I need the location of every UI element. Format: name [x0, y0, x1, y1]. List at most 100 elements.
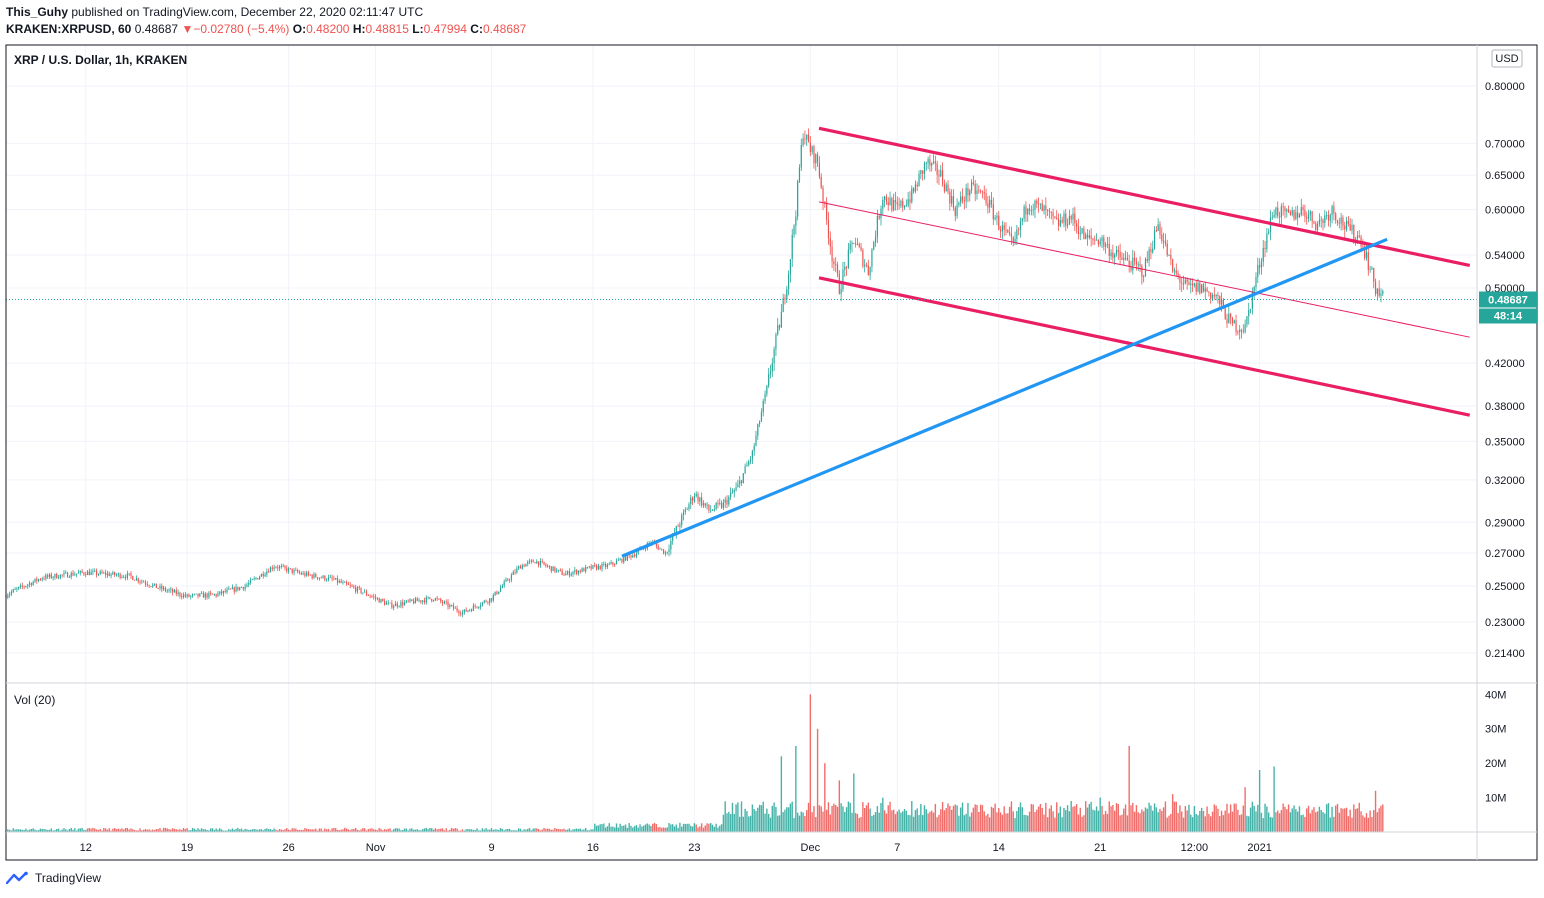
volume-bar	[298, 829, 301, 832]
candle-body	[431, 599, 433, 601]
candle-body	[1284, 207, 1286, 212]
volume-bar	[228, 829, 230, 832]
candle-body	[1239, 329, 1241, 333]
channel-upper-line[interactable]	[818, 126, 1471, 268]
footer-brand[interactable]: TradingView	[6, 871, 101, 885]
candle-body	[257, 578, 259, 580]
volume-bar	[164, 827, 167, 832]
volume-bar	[470, 829, 473, 832]
volume-bar	[1195, 813, 1197, 832]
volume-bar	[713, 826, 716, 832]
volume-bar	[1248, 816, 1250, 832]
volume-bar	[354, 827, 357, 832]
volume-bar	[231, 828, 234, 832]
volume-bar	[438, 828, 440, 832]
candle-body	[1313, 221, 1315, 224]
candle-body	[376, 598, 378, 600]
candle-body	[199, 593, 201, 597]
candle-body	[1215, 294, 1217, 297]
volume-bar	[135, 830, 138, 832]
volume-bar	[267, 829, 270, 832]
volume-bar	[697, 827, 699, 832]
volume-bar	[648, 824, 650, 832]
volume-bar	[45, 829, 47, 832]
volume-bar	[762, 801, 764, 832]
candle-body	[85, 574, 87, 576]
candle-body	[845, 266, 848, 268]
volume-bar	[755, 810, 757, 832]
trend-line[interactable]	[621, 237, 1388, 558]
volume-bar	[101, 830, 103, 832]
volume-bar	[1363, 817, 1366, 832]
volume-bar	[1083, 815, 1085, 832]
candle-body	[735, 487, 737, 491]
candle-body	[1009, 232, 1011, 235]
volume-bar	[724, 801, 726, 832]
candle-body	[999, 229, 1002, 232]
candle-body	[483, 600, 485, 603]
candle-body	[139, 581, 141, 583]
candle-body	[1152, 248, 1154, 253]
volume-bar	[1123, 808, 1125, 832]
candle-body	[447, 601, 449, 607]
volume-bar	[586, 830, 589, 832]
candle-body	[90, 571, 92, 575]
candle-body	[177, 592, 179, 595]
author-name[interactable]: This_Guhy	[6, 5, 69, 19]
candle-body	[1367, 252, 1369, 270]
volume-bar	[833, 803, 835, 832]
candle-body	[1333, 206, 1335, 214]
price-axis-label: 0.21400	[1485, 648, 1525, 660]
currency-badge[interactable]: USD	[1491, 49, 1523, 68]
volume-bar	[1164, 801, 1167, 832]
volume-bar	[83, 829, 85, 832]
candle-body	[106, 573, 109, 576]
volume-bar	[1193, 806, 1196, 832]
volume-bar	[1213, 804, 1216, 832]
candle-body	[1242, 331, 1244, 333]
candle-body	[1213, 294, 1215, 297]
candle-body	[108, 573, 110, 576]
volume-bar	[1342, 808, 1344, 832]
volume-bar	[780, 756, 783, 832]
candle-body	[802, 138, 804, 146]
candle-body	[452, 605, 455, 609]
volume-bar	[999, 812, 1002, 832]
candle-body	[101, 571, 103, 574]
volume-bar	[1284, 806, 1286, 832]
volume-bar	[440, 828, 442, 832]
candle-body	[1248, 309, 1250, 317]
volume-bar	[302, 829, 304, 832]
symbol-name[interactable]: KRAKEN:XRPUSD, 60	[6, 22, 132, 36]
volume-bar	[1289, 812, 1292, 832]
price-axis-label: 0.60000	[1485, 205, 1525, 217]
volume-bar	[391, 830, 393, 832]
volume-bar	[1306, 808, 1308, 832]
volume-bar	[1369, 810, 1371, 832]
volume-bar	[1262, 818, 1264, 832]
candle-body	[487, 601, 489, 603]
volume-bar	[481, 828, 484, 832]
channel-lower-line[interactable]	[818, 276, 1471, 417]
volume-bar	[976, 804, 978, 832]
candle-body	[313, 574, 315, 578]
volume-bar	[77, 828, 80, 832]
volume-bar	[161, 830, 163, 832]
candle-body	[811, 146, 813, 152]
volume-bar	[27, 830, 29, 832]
candle-body	[478, 607, 480, 608]
volume-bar	[222, 830, 225, 832]
volume-bar	[146, 829, 149, 832]
volume-bar	[356, 829, 359, 832]
volume-bar	[117, 828, 120, 832]
candle-body	[1219, 295, 1221, 305]
volume-bar	[275, 829, 277, 832]
candle-body	[918, 173, 920, 187]
candle-body	[1123, 258, 1125, 260]
volume-bar	[595, 825, 598, 832]
volume-bar	[1206, 806, 1208, 832]
channel-mid-line[interactable]	[818, 201, 1470, 338]
volume-bar	[719, 825, 721, 832]
candle-body	[405, 600, 407, 603]
